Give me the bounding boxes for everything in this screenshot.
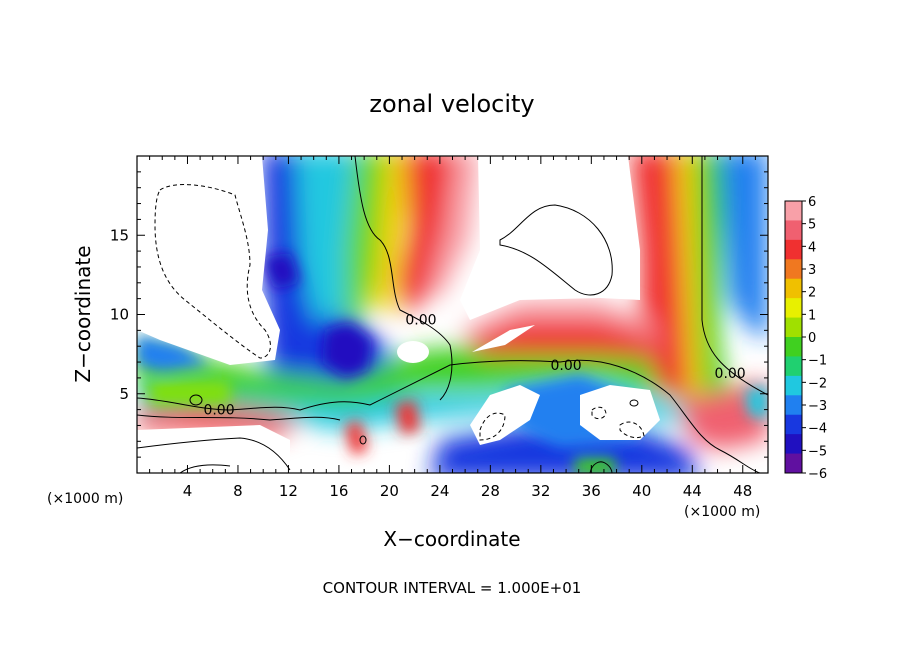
left-upper-band (137, 335, 210, 372)
plot-area: 0.00 0.00 0.00 0.00 (137, 156, 768, 473)
x-tick-label: 36 (582, 482, 601, 500)
colorbar-label: 4 (808, 240, 816, 255)
contour-bottom-dome (589, 461, 613, 473)
x-tick-label: 40 (632, 482, 651, 500)
colorbar-swatch (785, 375, 802, 396)
colorbar-label: 6 (808, 195, 816, 210)
pink-column-mid (428, 156, 480, 300)
colorbar-label: −4 (808, 422, 827, 437)
x-tick-label: 32 (531, 482, 550, 500)
x-unit-left: (×1000 m) (47, 491, 123, 507)
contour-mid-streak (359, 435, 367, 445)
colorbar-label: −5 (808, 444, 827, 459)
colorbar-swatch (785, 278, 802, 299)
colorbar-swatch (785, 414, 802, 435)
x-axis-label: X−coordinate (383, 527, 520, 551)
x-tick-label: 48 (733, 482, 752, 500)
green-column-right (695, 156, 730, 420)
white-streak (472, 325, 535, 352)
dashed-upper-left (154, 184, 271, 359)
contour-zero-band (137, 359, 761, 473)
chart-title: zonal velocity (369, 90, 534, 118)
colorbar-label: −2 (808, 376, 827, 391)
white-lower-center (470, 385, 540, 445)
colorbar-swatch (785, 395, 802, 416)
colorbar-swatch (785, 298, 802, 319)
purple-core (322, 322, 372, 378)
dashed-contours (154, 184, 645, 441)
colorbar-label: −6 (808, 467, 827, 482)
colorbar-label: 0 (808, 331, 816, 346)
white-upper-left (137, 156, 280, 365)
yellow-column (372, 156, 415, 320)
y-tick-label: 5 (119, 385, 129, 403)
colorbar-swatch (785, 337, 802, 357)
x-tick-label: 12 (279, 482, 298, 500)
x-tick-label: 44 (683, 482, 702, 500)
x-tick-label: 28 (481, 482, 500, 500)
contour-small-oval (189, 394, 203, 406)
x-unit-right: (×1000 m) (684, 504, 760, 520)
colorbar-label: −3 (808, 399, 827, 414)
dashed-lower-center (479, 412, 506, 441)
colorbar-swatch (785, 317, 802, 338)
colorbar: 6 5 4 3 2 1 0 −1 −2 −3 −4 −5 −6 (784, 195, 827, 482)
x-tick-label: 20 (380, 482, 399, 500)
contour-zero-lower (137, 414, 341, 421)
x-tick-label: 24 (430, 482, 449, 500)
cyan-right-edge (745, 385, 768, 420)
contour-zero-upper (354, 156, 453, 401)
colorbar-swatch (785, 201, 802, 221)
x-tick-label: 16 (329, 482, 348, 500)
colorbar-swatch (785, 220, 802, 241)
contour-label: 0.00 (550, 358, 581, 374)
contour-bottom-left-dome (179, 464, 231, 473)
contour-upper-center (499, 204, 613, 296)
y-tick-label: 15 (110, 226, 129, 244)
blue-column-right (720, 156, 768, 340)
dashed-bottom-right (619, 421, 645, 439)
contour-lower-left (137, 437, 291, 471)
white-bottom-left (137, 425, 290, 473)
white-oval (397, 341, 429, 363)
y-axis-label: Z−coordinate (71, 245, 95, 382)
contour-right-column (701, 156, 768, 396)
x-tick-label: 4 (183, 482, 193, 500)
left-green-patch (150, 380, 230, 405)
red-streak-1 (345, 420, 368, 455)
contour-interval-note: CONTOUR INTERVAL = 1.000E+01 (323, 579, 582, 597)
contour-labels: 0.00 0.00 0.00 0.00 (203, 312, 746, 419)
contour-small-center (629, 399, 639, 407)
white-lower-right (580, 385, 660, 440)
purple-left-spot (262, 252, 300, 290)
y-tick-label: 10 (110, 306, 129, 324)
red-streak-2 (395, 400, 420, 435)
colorbar-label: −1 (808, 354, 827, 369)
colorbar-label: 5 (808, 218, 816, 233)
green-bottom-spot (575, 458, 615, 473)
colorbar-label: 3 (808, 263, 816, 278)
white-upper-center (460, 156, 640, 320)
white-regions (137, 156, 660, 473)
x-tick-label: 8 (233, 482, 243, 500)
contour-label: 0.00 (405, 312, 436, 328)
contour-lines (137, 156, 768, 473)
colorbar-swatch (785, 239, 802, 260)
contour-label: 0.00 (715, 366, 746, 382)
colorbar-swatch (785, 259, 802, 280)
colorbar-label: 1 (808, 308, 816, 323)
colorbar-swatch (785, 453, 802, 474)
colorbar-swatch (785, 356, 802, 377)
contour-label: 0.00 (203, 403, 234, 419)
colorbar-label: 2 (808, 286, 816, 301)
colorbar-swatch (785, 434, 802, 455)
